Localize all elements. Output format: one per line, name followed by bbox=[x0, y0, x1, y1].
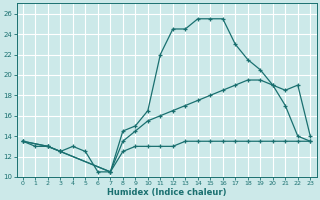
X-axis label: Humidex (Indice chaleur): Humidex (Indice chaleur) bbox=[107, 188, 226, 197]
